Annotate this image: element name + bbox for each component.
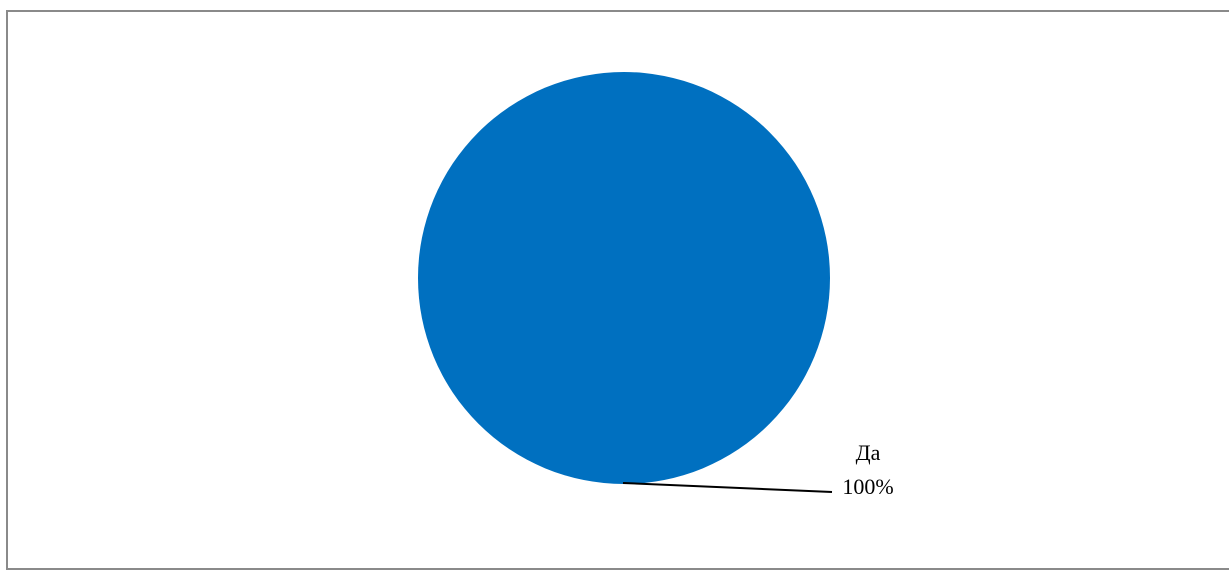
pie-slices	[418, 72, 830, 484]
leader-line	[622, 482, 833, 493]
pie-slice-0	[418, 72, 830, 484]
pie-chart: Да 100%	[418, 72, 894, 499]
data-label-category: Да	[856, 440, 881, 465]
data-label-percent: 100%	[842, 474, 893, 499]
